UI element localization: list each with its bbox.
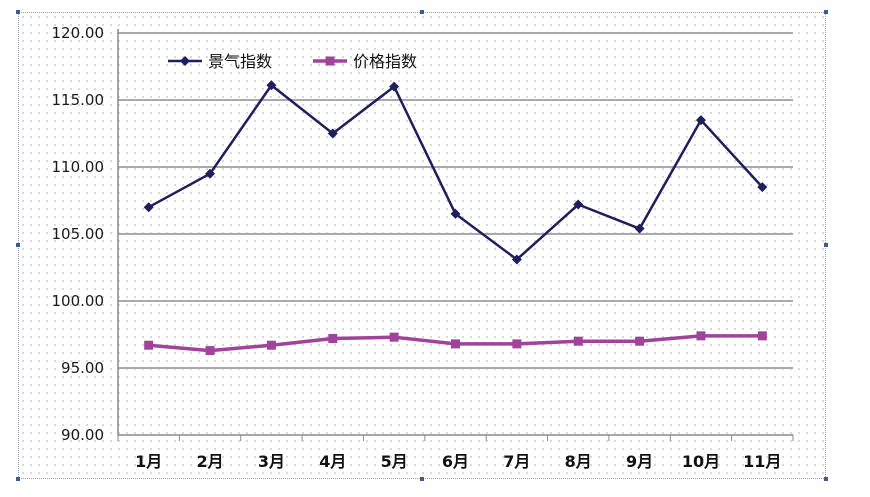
data-point bbox=[696, 331, 706, 341]
data-point bbox=[389, 332, 399, 342]
data-point bbox=[451, 339, 460, 349]
data-point bbox=[695, 115, 706, 126]
data-point bbox=[635, 336, 645, 346]
legend-label: 景气指数 bbox=[208, 52, 272, 71]
x-tick-label: 2月 bbox=[196, 452, 223, 471]
data-point bbox=[266, 340, 276, 350]
y-tick-label: 115.00 bbox=[52, 91, 105, 109]
x-tick-label: 6月 bbox=[442, 452, 469, 471]
y-tick-label: 100.00 bbox=[52, 292, 105, 310]
data-point bbox=[573, 199, 584, 210]
legend-marker bbox=[325, 56, 335, 66]
gridlines bbox=[118, 32, 793, 369]
resize-handle-mid-right[interactable] bbox=[824, 243, 828, 247]
resize-handle-bottom-left[interactable] bbox=[16, 477, 20, 481]
resize-handle-top-left[interactable] bbox=[16, 10, 20, 14]
y-tick-label: 95.00 bbox=[61, 359, 104, 377]
data-point bbox=[327, 128, 338, 139]
x-axis-tick-labels: 1月 2月 3月 4月 5月 6月 7月 8月 9月 10月 11月 bbox=[135, 452, 781, 471]
y-tick-label: 105.00 bbox=[52, 225, 105, 243]
data-point bbox=[328, 334, 338, 344]
data-point bbox=[143, 202, 154, 213]
legend-label: 价格指数 bbox=[353, 52, 417, 71]
data-point bbox=[205, 168, 216, 179]
data-point bbox=[757, 182, 768, 193]
resize-handle-top-center[interactable] bbox=[420, 10, 424, 14]
x-tick-label: 3月 bbox=[258, 452, 285, 471]
x-tick-label: 10月 bbox=[682, 452, 720, 471]
data-point bbox=[634, 223, 645, 234]
legend-item: 价格指数 bbox=[313, 52, 417, 71]
x-tick-label: 9月 bbox=[626, 452, 653, 471]
resize-handle-bottom-center[interactable] bbox=[420, 477, 424, 481]
data-point bbox=[450, 208, 461, 219]
series-lines bbox=[143, 80, 768, 356]
axes bbox=[117, 29, 794, 441]
chart-frame bbox=[18, 12, 826, 479]
series-2 bbox=[144, 331, 767, 356]
y-tick-label: 110.00 bbox=[52, 158, 105, 176]
data-point bbox=[573, 336, 583, 346]
legend-marker bbox=[180, 56, 190, 66]
x-tick-label: 11月 bbox=[743, 452, 781, 471]
resize-handle-top-right[interactable] bbox=[824, 10, 828, 14]
series-1 bbox=[143, 80, 768, 265]
data-point bbox=[512, 339, 522, 349]
resize-handle-mid-left[interactable] bbox=[16, 243, 20, 247]
data-point bbox=[205, 346, 215, 356]
x-tick-label: 7月 bbox=[503, 452, 530, 471]
legend: 景气指数 价格指数 bbox=[168, 52, 417, 71]
x-tick-label: 5月 bbox=[381, 452, 408, 471]
x-tick-label: 4月 bbox=[319, 452, 346, 471]
data-point bbox=[757, 331, 767, 341]
data-point bbox=[511, 254, 522, 265]
data-point bbox=[389, 81, 400, 92]
legend-item: 景气指数 bbox=[168, 52, 272, 71]
y-tick-label: 90.00 bbox=[61, 426, 104, 444]
data-point bbox=[266, 80, 277, 91]
resize-handle-bottom-right[interactable] bbox=[824, 477, 828, 481]
y-axis-tick-labels: 120.00 115.00 110.00 105.00 100.00 95.00 90.00 bbox=[52, 24, 105, 444]
y-tick-label: 120.00 bbox=[52, 24, 105, 42]
x-tick-label: 1月 bbox=[135, 452, 162, 471]
data-point bbox=[144, 340, 154, 350]
x-tick-label: 8月 bbox=[565, 452, 592, 471]
